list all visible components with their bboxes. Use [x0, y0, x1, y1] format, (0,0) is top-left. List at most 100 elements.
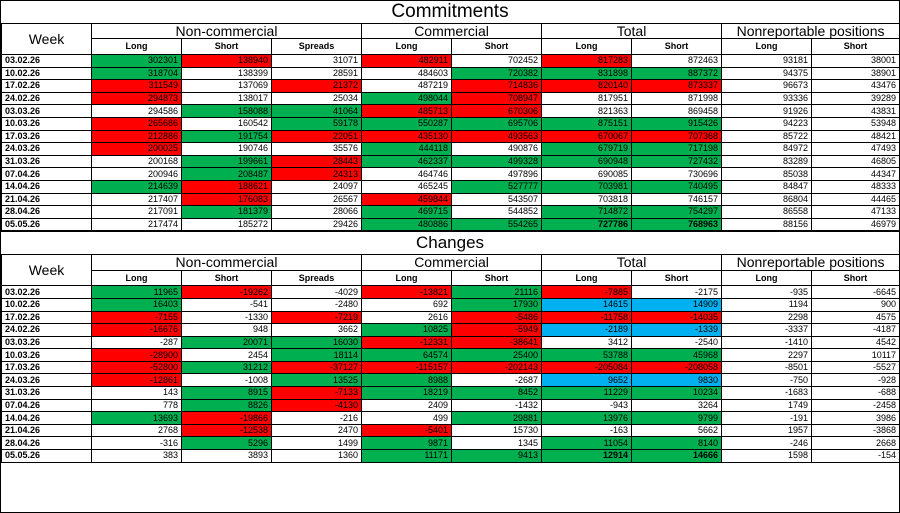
value-cell: -7133 — [270, 386, 363, 400]
week-cell: 28.04.26 — [1, 436, 92, 451]
value-cell: 217091 — [91, 205, 182, 219]
table-row: 24.03.26 200025 190746 35576 444118 490876 679… — [1, 142, 900, 156]
value-cell: -2540 — [631, 335, 723, 350]
value-cell: 8915 — [181, 386, 272, 400]
changes-table: Week Non-commercial Commercial Total Non… — [1, 255, 900, 463]
value-cell: 4575 — [811, 310, 900, 325]
value-cell: -19262 — [181, 285, 272, 299]
nonreportable-header: Nonreportable positions — [721, 255, 900, 271]
value-cell: 690948 — [541, 154, 633, 169]
value-cell: 554265 — [451, 217, 543, 232]
value-cell: -1432 — [451, 398, 543, 413]
value-cell: 84847 — [721, 179, 813, 194]
week-cell: 14.04.26 — [1, 411, 92, 425]
value-cell: 16030 — [270, 335, 363, 350]
value-cell: 208487 — [181, 167, 272, 181]
changes-body: 03.02.26 11965 -19262 -4029 -13821 21116 -7885… — [1, 285, 900, 463]
value-cell: -1330 — [181, 310, 272, 325]
value-cell: 28591 — [270, 66, 363, 81]
value-cell: 181379 — [181, 205, 272, 219]
value-cell: 41064 — [270, 104, 363, 118]
value-cell: 200946 — [91, 167, 182, 181]
commercial-header: Commercial — [361, 255, 543, 271]
value-cell: 703981 — [541, 179, 633, 194]
value-cell: 887372 — [631, 66, 723, 81]
value-cell: 869458 — [631, 104, 723, 118]
value-cell: 25034 — [270, 91, 363, 106]
value-cell: -5949 — [451, 323, 543, 337]
value-cell: 820140 — [541, 79, 633, 93]
table-row: 03.03.26 294586 158088 41064 485713 670306 821… — [1, 104, 900, 118]
value-cell: 490876 — [451, 142, 543, 156]
value-cell: 8452 — [451, 386, 543, 400]
value-cell: -115157 — [361, 360, 453, 375]
value-cell: 138940 — [181, 54, 272, 68]
value-cell: 717198 — [631, 142, 723, 156]
changes-title: Changes — [1, 231, 899, 256]
value-cell: 9830 — [631, 373, 723, 388]
value-cell: 191754 — [181, 129, 272, 144]
value-cell: -1339 — [631, 323, 723, 337]
value-cell: 217474 — [91, 217, 182, 232]
value-cell: 459844 — [361, 192, 453, 207]
value-cell: -191 — [721, 411, 813, 425]
value-cell: 900 — [811, 297, 900, 312]
value-cell: 493563 — [451, 129, 543, 144]
value-cell: 185272 — [181, 217, 272, 232]
value-cell: -1410 — [721, 335, 813, 350]
table-row: 31.03.26 200168 199661 28443 462337 499328 690… — [1, 154, 900, 169]
value-cell: 3986 — [811, 411, 900, 425]
value-cell: 444118 — [361, 142, 453, 156]
value-cell: 38001 — [811, 54, 900, 68]
sub-header: Short — [631, 269, 723, 287]
value-cell: 1957 — [721, 423, 813, 438]
sub-header: Short — [451, 38, 543, 55]
value-cell: 498044 — [361, 91, 453, 106]
value-cell: -3337 — [721, 323, 813, 337]
value-cell: 4542 — [811, 335, 900, 350]
value-cell: 714872 — [541, 205, 633, 219]
value-cell: 21116 — [451, 285, 543, 299]
value-cell: 94375 — [721, 66, 813, 81]
value-cell: 3893 — [181, 449, 272, 463]
value-cell: 754297 — [631, 205, 723, 219]
value-cell: 43831 — [811, 104, 900, 118]
value-cell: 817951 — [541, 91, 633, 106]
value-cell: 84972 — [721, 142, 813, 156]
table-row: 24.03.26 -12861 -1008 13525 8988 -2687 9652 983… — [1, 373, 900, 388]
value-cell: 29426 — [270, 217, 363, 232]
value-cell: 3264 — [631, 398, 723, 413]
value-cell: -37127 — [270, 360, 363, 375]
value-cell: 690085 — [541, 167, 633, 181]
value-cell: 214639 — [91, 179, 182, 194]
value-cell: 1360 — [270, 449, 363, 463]
value-cell: 190746 — [181, 142, 272, 156]
value-cell: 871998 — [631, 91, 723, 106]
value-cell: 1749 — [721, 398, 813, 413]
week-cell: 10.02.26 — [1, 297, 92, 312]
value-cell: -154 — [811, 449, 900, 463]
value-cell: 158088 — [181, 104, 272, 118]
value-cell: 44347 — [811, 167, 900, 181]
table-row: 03.02.26 302301 138940 31071 482911 702452 817… — [1, 54, 900, 68]
value-cell: 38901 — [811, 66, 900, 81]
value-cell: -688 — [811, 386, 900, 400]
value-cell: -7885 — [541, 285, 633, 299]
week-cell: 21.04.26 — [1, 192, 92, 207]
value-cell: 9799 — [631, 411, 723, 425]
value-cell: 53788 — [541, 348, 633, 362]
table-row: 14.04.26 13693 -19866 -216 499 29881 13976 9799… — [1, 411, 900, 425]
table-row: 07.04.26 200946 208487 24313 464746 497896 690… — [1, 167, 900, 181]
table-row: 03.03.26 -287 20071 16030 -12331 -38641 3412 -2… — [1, 335, 900, 350]
commitments-body: 03.02.26 302301 138940 31071 482911 702452 817… — [1, 54, 900, 232]
value-cell: 29881 — [451, 411, 543, 425]
week-cell: 10.02.26 — [1, 66, 92, 81]
value-cell: -14035 — [631, 310, 723, 325]
value-cell: -4130 — [270, 398, 363, 413]
table-row: 21.04.26 217407 176083 26567 459844 543507 703… — [1, 192, 900, 207]
week-cell: 10.03.26 — [1, 116, 92, 131]
value-cell: 137069 — [181, 79, 272, 93]
value-cell: 875151 — [541, 116, 633, 131]
value-cell: 3412 — [541, 335, 633, 350]
changes-sub-header-row: Long Short Spreads Long Short Long Short… — [2, 269, 900, 287]
